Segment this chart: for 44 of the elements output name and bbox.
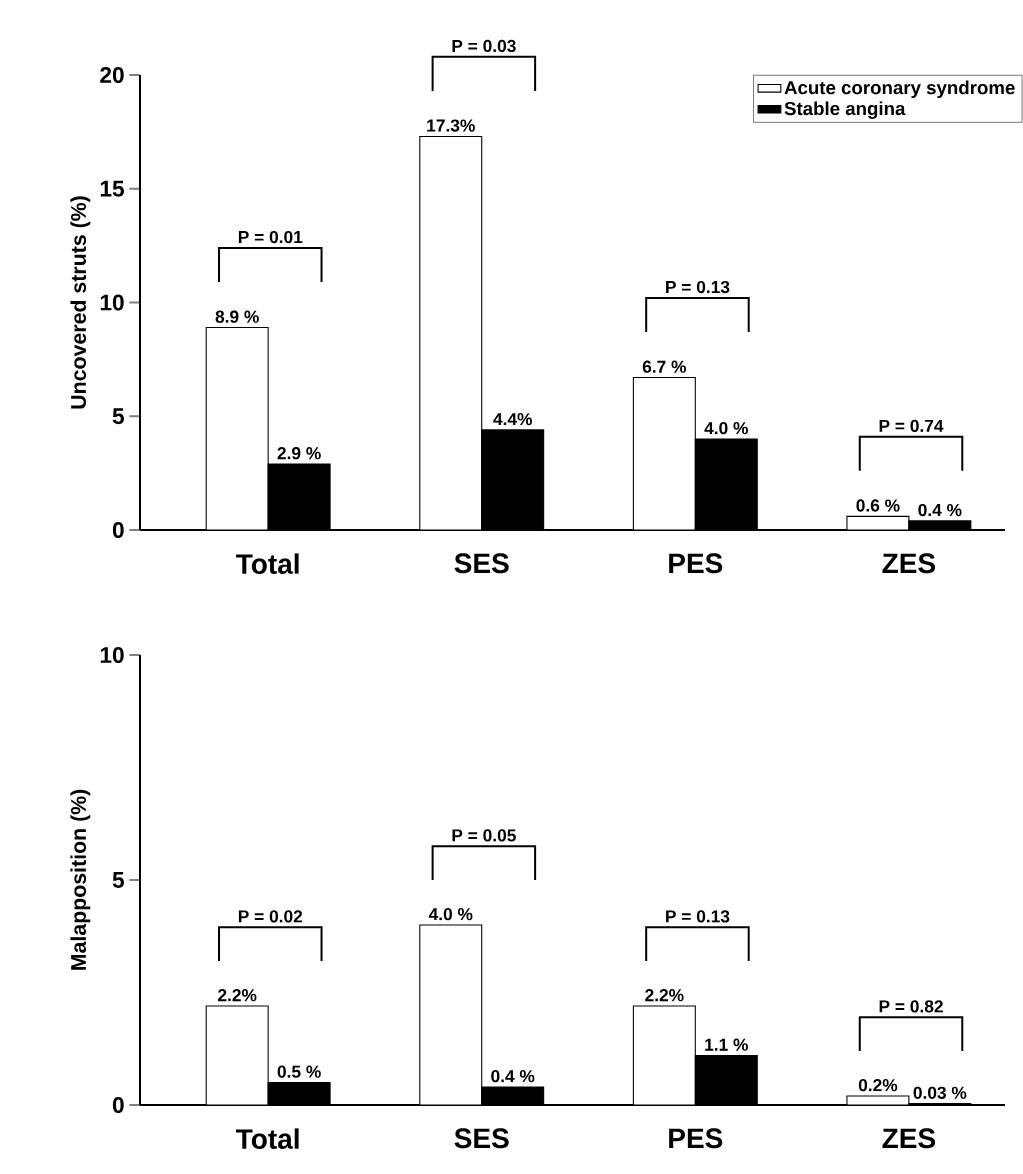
annotation: P = 0.13 [666, 280, 730, 294]
y-tick-label: 20 [100, 66, 124, 84]
data-label: 0.2% [858, 1079, 898, 1092]
annotation: P = 0.01 [238, 230, 303, 244]
data-label: 2.9 % [277, 447, 321, 460]
y-tick-label: 0 [112, 521, 124, 539]
data-label: 17.3% [427, 119, 475, 132]
text: P = 0.03 [452, 39, 516, 53]
y-tick-label: 15 [100, 180, 124, 197]
data-label: 2.2% [218, 989, 257, 1002]
x-tick-label: SES [454, 1128, 509, 1149]
x-tick-label: Total [236, 1128, 299, 1149]
legend-label: Acute coronary syndrome [784, 80, 1015, 98]
data-label: 4.4% [493, 412, 532, 426]
legend-label: Stable angina [784, 101, 906, 119]
y-tick-label: 10 [100, 646, 124, 664]
x-tick-label: PES [669, 1128, 723, 1149]
y-tick-label: 10 [100, 294, 124, 311]
data-label: 0.5 % [277, 1065, 321, 1078]
data-label: 0.4 % [918, 503, 962, 517]
annotation: P = 0.02 [238, 910, 303, 923]
annotation: P = 0.05 [452, 829, 516, 842]
data-label: 0.4 % [491, 1070, 535, 1083]
annotation: P = 0.74 [879, 419, 944, 433]
data-label: 1.1 % [705, 1038, 748, 1051]
y-tick-label: 5 [112, 408, 124, 425]
data-label: 0.6 % [856, 499, 900, 512]
x-tick-label: SES [454, 553, 509, 574]
x-tick-label: PES [669, 553, 723, 574]
y-axis-title: Uncovered struts (%) [70, 196, 91, 409]
x-tick-label: ZES [882, 553, 936, 574]
data-label: 4.0 % [428, 908, 473, 921]
annotation: P = 0.82 [879, 1000, 943, 1013]
data-label: 4.0 % [704, 422, 748, 435]
y-tick-label: 5 [112, 872, 124, 888]
data-label: 2.2% [645, 989, 684, 1002]
y-axis-title: Malapposition (%) [70, 789, 91, 970]
annotation: P = 0.13 [666, 910, 730, 923]
x-tick-label: Total [236, 553, 299, 574]
y-tick-label: 0 [112, 1096, 124, 1114]
data-label: 8.9 % [215, 310, 259, 323]
data-label: 6.7 % [642, 360, 687, 373]
x-tick-label: ZES [882, 1128, 936, 1149]
data-label: 0.03 % [913, 1086, 967, 1099]
